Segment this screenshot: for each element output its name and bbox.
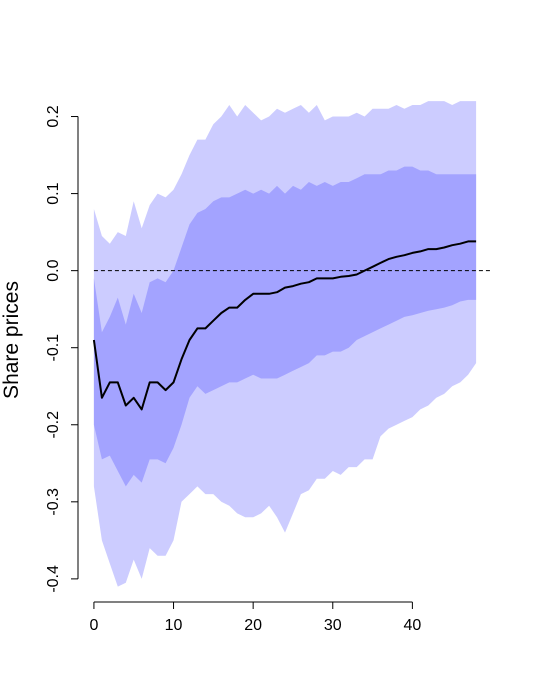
y-tick-label: -0.4 — [45, 565, 62, 593]
x-tick-label: 40 — [403, 617, 421, 634]
y-axis-title: Share prices — [0, 281, 23, 399]
x-tick-label: 0 — [89, 617, 98, 634]
median-response-line — [92, 240, 477, 411]
y-tick-label: 0.0 — [45, 259, 62, 281]
y-tick-label: -0.3 — [45, 488, 62, 516]
inner-confidence-band — [93, 166, 477, 487]
y-tick-label: -0.1 — [45, 334, 62, 362]
x-tick-label: 30 — [324, 617, 342, 634]
y-tick-label: 0.1 — [45, 182, 62, 204]
x-axis: 0 10 20 30 40 — [89, 601, 421, 634]
y-axis: -0.4 -0.3 -0.2 -0.1 0.0 0.1 0.2 — [45, 105, 79, 593]
y-tick-label: -0.2 — [45, 411, 62, 439]
y-tick-label: 0.2 — [45, 105, 62, 127]
x-tick-label: 20 — [244, 617, 262, 634]
x-tick-label: 10 — [165, 617, 183, 634]
